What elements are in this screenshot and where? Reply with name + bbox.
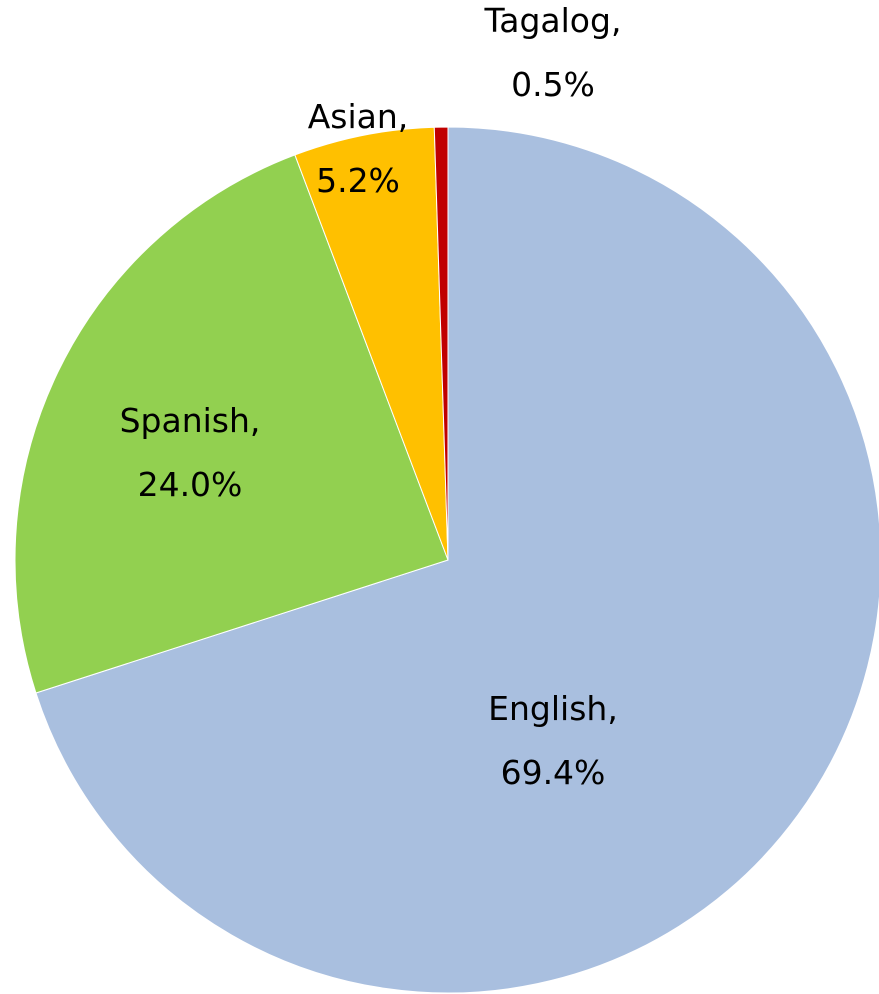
label-value: 5.2% (316, 161, 400, 200)
pie-slice (294, 126, 449, 561)
label-value: 24.0% (138, 465, 243, 504)
label-category: Spanish (120, 401, 250, 440)
data-label: English, 69.4% (488, 689, 618, 792)
label-category: Asian (308, 97, 398, 136)
label-value: 69.4% (501, 753, 606, 792)
pie-slice (14, 154, 449, 694)
pie-slice (433, 126, 449, 561)
label-separator: , (250, 401, 261, 440)
label-category: Tagalog (484, 1, 611, 40)
label-category: English (488, 689, 607, 728)
data-label: Asian, 5.2% (308, 97, 409, 200)
pie-slice (35, 126, 879, 994)
label-separator: , (611, 1, 622, 40)
data-label: Spanish, 24.0% (120, 401, 261, 504)
label-separator: , (398, 97, 409, 136)
label-separator: , (607, 689, 618, 728)
data-label: Tagalog, 0.5% (484, 1, 622, 104)
label-value: 0.5% (511, 65, 595, 104)
